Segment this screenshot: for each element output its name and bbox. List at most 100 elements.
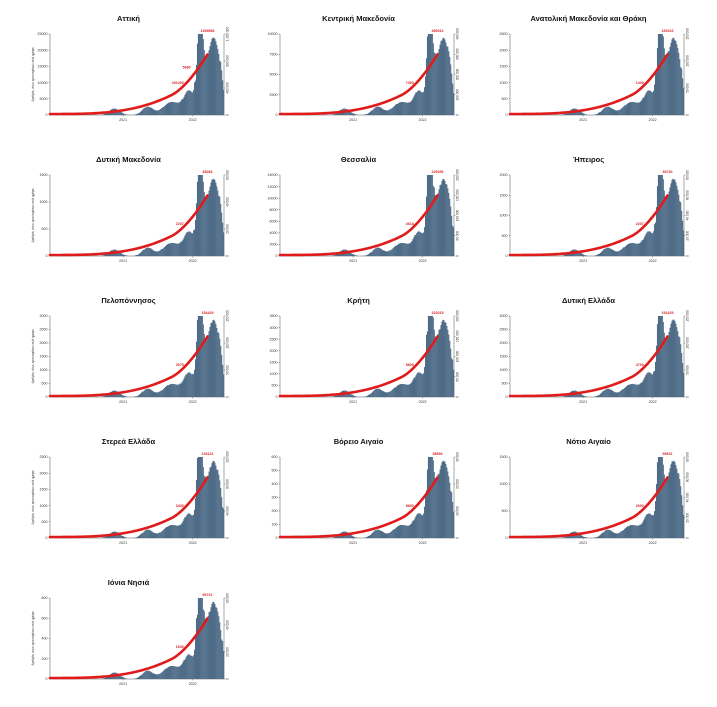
daily-case-bar: [563, 396, 565, 397]
daily-case-bar: [446, 46, 448, 115]
daily-case-bar: [192, 374, 194, 397]
y-tick-label: 12000: [268, 185, 278, 189]
daily-case-bar: [643, 519, 645, 538]
daily-case-bar: [138, 676, 141, 679]
daily-case-bar: [138, 535, 141, 538]
daily-case-bar: [160, 673, 162, 679]
daily-case-bar: [174, 384, 176, 397]
daily-case-bar: [136, 114, 138, 115]
y-tick-label: 5000: [40, 97, 48, 101]
daily-case-bar: [382, 250, 384, 256]
daily-case-bar: [401, 524, 403, 538]
daily-case-bar: [167, 526, 170, 538]
right-tick-label: 0: [686, 255, 690, 257]
daily-case-bar: [391, 108, 393, 115]
daily-case-bar: [672, 461, 674, 538]
daily-case-bar: [408, 525, 410, 538]
daily-case-bar: [434, 336, 436, 397]
daily-case-bar: [429, 34, 431, 115]
daily-case-bar: [412, 239, 414, 256]
daily-case-bar: [184, 517, 186, 538]
daily-case-bar: [205, 338, 207, 397]
daily-case-bar: [208, 471, 210, 538]
daily-case-bar: [631, 524, 633, 538]
daily-case-bar: [666, 195, 668, 256]
daily-case-bar: [156, 251, 158, 256]
chart-panel: Δυτική Μακεδονία 0 500 1000 1500 0 20 000 40 00…: [12, 141, 245, 279]
daily-case-bar: [209, 186, 211, 256]
daily-case-bar: [215, 182, 217, 256]
daily-case-bar: [628, 525, 631, 538]
daily-case-bar: [219, 480, 221, 538]
daily-case-bar: [365, 114, 367, 115]
daily-case-bar: [432, 43, 434, 115]
daily-case-bar: [671, 39, 673, 115]
daily-case-bar: [333, 114, 335, 115]
daily-case-bar: [195, 203, 198, 256]
daily-case-bar: [107, 394, 109, 397]
daily-case-bar: [428, 316, 430, 397]
daily-case-bar: [656, 186, 659, 256]
daily-case-bar: [649, 372, 651, 397]
daily-case-bar: [580, 252, 582, 256]
daily-case-bar: [397, 525, 400, 538]
daily-case-bar: [217, 332, 219, 397]
cumulative-value-label: 222015: [431, 311, 443, 315]
daily-case-bar: [675, 465, 677, 538]
daily-case-bar: [620, 109, 622, 115]
daily-case-bar: [180, 665, 182, 679]
daily-case-bar: [209, 611, 211, 679]
daily-case-bar: [137, 395, 139, 397]
daily-case-bar: [424, 227, 426, 256]
daily-case-bar: [195, 479, 198, 538]
daily-case-bar: [118, 251, 120, 256]
y-tick-label: 1500: [40, 488, 48, 492]
daily-case-bar: [411, 522, 413, 538]
daily-case-bar: [683, 514, 685, 538]
y-tick-label: 200: [42, 657, 48, 661]
x-tick-label: 2021: [119, 259, 127, 263]
daily-case-bar: [118, 674, 120, 679]
daily-case-bar: [403, 384, 405, 397]
daily-case-bar: [563, 255, 565, 256]
daily-case-bar: [619, 109, 621, 115]
daily-case-bar: [579, 111, 581, 115]
daily-case-bar: [651, 515, 653, 538]
y-tick-label: 1000: [500, 482, 508, 486]
daily-case-bar: [155, 392, 157, 397]
daily-case-bar: [382, 531, 384, 538]
daily-case-bar: [186, 515, 188, 538]
daily-case-bar: [173, 102, 175, 115]
daily-case-bar: [424, 87, 426, 115]
daily-case-bar: [218, 195, 220, 256]
y-tick-label: 1500: [40, 355, 48, 359]
daily-case-bar: [435, 56, 437, 115]
daily-case-bar: [167, 667, 170, 679]
daily-case-bar: [669, 46, 671, 115]
daily-case-bar: [377, 388, 379, 397]
daily-case-bar: [194, 509, 196, 538]
daily-case-bar: [662, 322, 664, 397]
daily-case-bar: [373, 531, 375, 538]
daily-case-bar: [671, 180, 673, 256]
daily-case-bar: [447, 329, 449, 397]
daily-case-bar: [354, 114, 356, 115]
daily-case-bar: [178, 525, 180, 538]
daily-case-bar: [617, 251, 619, 256]
daily-case-bar: [611, 390, 613, 397]
daily-case-bar: [169, 384, 171, 397]
daily-case-bar: [626, 386, 628, 397]
daily-case-bar: [369, 535, 372, 538]
right-tick-label: 0: [456, 114, 460, 116]
daily-case-bar: [433, 52, 435, 115]
daily-case-bar: [626, 244, 629, 256]
right-tick-label: 0: [226, 255, 230, 257]
daily-case-bar: [184, 376, 186, 397]
daily-case-bar: [148, 529, 150, 538]
daily-case-bar: [652, 233, 654, 256]
y-tick-label: 0: [276, 395, 278, 399]
daily-case-bar: [198, 457, 200, 538]
chart-title: Δυτική Ελλάδα: [561, 296, 616, 305]
daily-case-bar: [647, 514, 649, 538]
daily-case-bar: [349, 252, 351, 256]
